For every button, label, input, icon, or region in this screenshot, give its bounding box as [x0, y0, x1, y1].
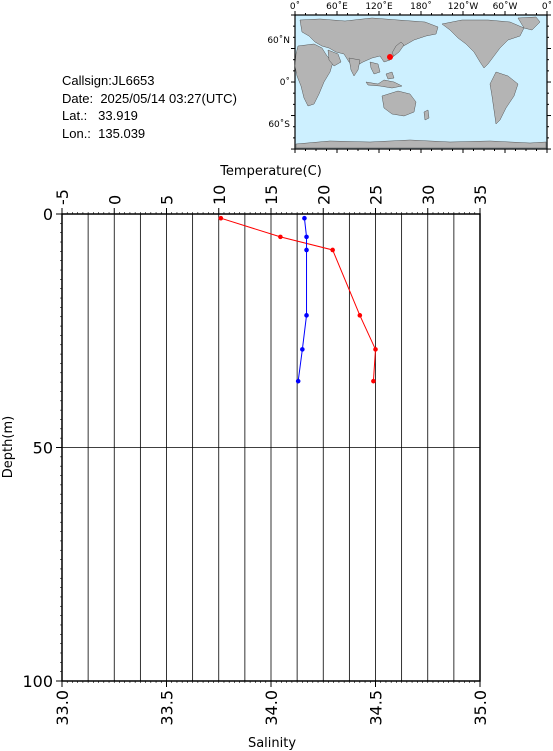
map-top-label-3: 180˚	[410, 1, 432, 12]
series-point-temperature	[371, 378, 376, 384]
callsign-value: JL6653	[111, 73, 155, 88]
series-point-salinity	[304, 234, 309, 240]
series-point-temperature	[373, 347, 378, 352]
land-eurasia	[299, 17, 439, 67]
land-arabia	[327, 49, 342, 67]
lat-line: Lat.: 33.919	[62, 107, 237, 125]
map-top-label-2: 120˚E	[365, 1, 393, 12]
series-line-temperature	[220, 217, 377, 382]
series-point-temperature	[278, 234, 283, 240]
top-tick-label: 30	[419, 185, 438, 205]
top-tick-label: 0	[105, 195, 124, 205]
bottom-axis-label: Salinity	[248, 736, 296, 751]
map-top-label-4: 120˚W	[448, 1, 479, 12]
land-japan	[391, 41, 405, 57]
station-marker	[387, 54, 393, 60]
date-label: Date:	[62, 90, 94, 106]
map-land	[294, 16, 547, 149]
lon-label: Lon.:	[62, 125, 91, 141]
map-group: 0˚ 60˚E 120˚E 180˚ 120˚W 60˚W 0˚ 60˚N 0˚…	[267, 1, 552, 153]
land-se-asia	[365, 61, 403, 89]
left-tick-label: 0	[43, 205, 53, 224]
series-point-temperature	[218, 215, 224, 221]
series-point-salinity	[295, 378, 301, 384]
top-axis-label: Temperature(C)	[219, 164, 322, 179]
bottom-axis-ticks: 33.0 33.5 34.0 34.5 35.0	[53, 681, 490, 726]
land-africa	[294, 43, 334, 107]
left-tick-label: 50	[33, 439, 53, 458]
top-tick-label: 10	[210, 185, 229, 205]
series-point-salinity	[304, 313, 309, 318]
station-info: Callsign:JL6653 Date: 2025/05/14 03:27(U…	[62, 72, 237, 142]
land-greenland	[517, 16, 541, 31]
callsign-line: Callsign:JL6653	[62, 72, 237, 90]
profile-chart: -5 0 5 10 15 20 25 30 35 33.0 33.5 34.0 34.5 35.0 05…	[1, 164, 490, 751]
land-antarctica	[295, 139, 547, 149]
date-value: 2025/05/14 03:27(UTC)	[100, 90, 237, 106]
series-point-salinity	[300, 347, 305, 352]
map-left-label-0: 0˚	[280, 77, 290, 88]
left-tick-label: 100	[22, 672, 53, 691]
series-point-temperature	[330, 247, 335, 253]
map-top-label-5: 60˚W	[493, 1, 518, 12]
map-top-label-6: 0˚	[542, 1, 552, 12]
bottom-tick-label: 33.5	[158, 690, 177, 726]
series-point-salinity	[302, 215, 307, 221]
top-axis-ticks: -5 0 5 10 15 20 25 30 35	[53, 185, 490, 214]
map-top-label-0: 0˚	[290, 1, 300, 12]
chart-grid	[62, 214, 480, 681]
land-south-america	[489, 71, 519, 125]
lon-line: Lon.: 135.039	[62, 125, 237, 143]
left-axis-ticks: 0 50 100	[22, 205, 62, 691]
top-tick-label: -5	[53, 189, 72, 205]
series-line-salinity	[297, 218, 308, 382]
land-north-america	[441, 19, 525, 69]
top-tick-label: 20	[314, 185, 333, 205]
lon-value: 135.039	[98, 125, 146, 141]
lat-value: 33.919	[98, 108, 138, 123]
bottom-tick-label: 34.0	[262, 690, 281, 726]
callsign-label: Callsign:	[62, 73, 112, 88]
land-new-zealand	[423, 109, 430, 121]
map-top-label-1: 60˚E	[326, 1, 348, 12]
bottom-tick-label: 33.0	[53, 690, 72, 726]
bottom-tick-label: 34.5	[367, 690, 386, 726]
map-left-label-60n: 60˚N	[267, 35, 290, 46]
bottom-tick-label: 35.0	[471, 690, 490, 726]
series-layer	[218, 215, 378, 384]
date-line: Date: 2025/05/14 03:27(UTC)	[62, 90, 237, 108]
series-point-temperature	[357, 313, 363, 318]
series-point-salinity	[304, 247, 309, 253]
map-left-label-60s: 60˚S	[268, 119, 290, 130]
map-ticks	[291, 11, 551, 153]
top-tick-label: 5	[158, 195, 177, 205]
land-india	[348, 57, 361, 77]
lat-label: Lat.:	[62, 108, 88, 123]
top-tick-label: 15	[262, 185, 281, 205]
y-axis-label: Depth(m)	[1, 416, 16, 478]
land-australia	[381, 90, 417, 117]
top-tick-label: 35	[471, 185, 490, 205]
top-tick-label: 25	[367, 185, 386, 205]
